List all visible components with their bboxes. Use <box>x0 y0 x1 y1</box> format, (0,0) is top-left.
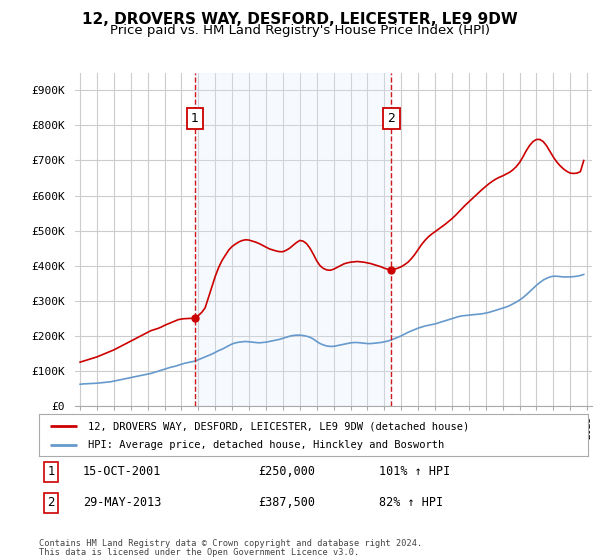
Text: 82% ↑ HPI: 82% ↑ HPI <box>379 496 443 509</box>
Text: 1: 1 <box>47 465 55 478</box>
Text: Contains HM Land Registry data © Crown copyright and database right 2024.: Contains HM Land Registry data © Crown c… <box>39 539 422 548</box>
Text: Price paid vs. HM Land Registry's House Price Index (HPI): Price paid vs. HM Land Registry's House … <box>110 24 490 36</box>
Text: 101% ↑ HPI: 101% ↑ HPI <box>379 465 451 478</box>
Text: 1: 1 <box>191 112 199 125</box>
Text: 12, DROVERS WAY, DESFORD, LEICESTER, LE9 9DW (detached house): 12, DROVERS WAY, DESFORD, LEICESTER, LE9… <box>88 421 470 431</box>
Text: 2: 2 <box>47 496 55 509</box>
Text: 2: 2 <box>387 112 395 125</box>
Text: This data is licensed under the Open Government Licence v3.0.: This data is licensed under the Open Gov… <box>39 548 359 557</box>
Bar <box>195 73 391 406</box>
Text: 15-OCT-2001: 15-OCT-2001 <box>83 465 161 478</box>
Text: HPI: Average price, detached house, Hinckley and Bosworth: HPI: Average price, detached house, Hinc… <box>88 441 445 450</box>
Text: 12, DROVERS WAY, DESFORD, LEICESTER, LE9 9DW: 12, DROVERS WAY, DESFORD, LEICESTER, LE9… <box>82 12 518 27</box>
Text: 29-MAY-2013: 29-MAY-2013 <box>83 496 161 509</box>
Text: £250,000: £250,000 <box>259 465 316 478</box>
Text: £387,500: £387,500 <box>259 496 316 509</box>
